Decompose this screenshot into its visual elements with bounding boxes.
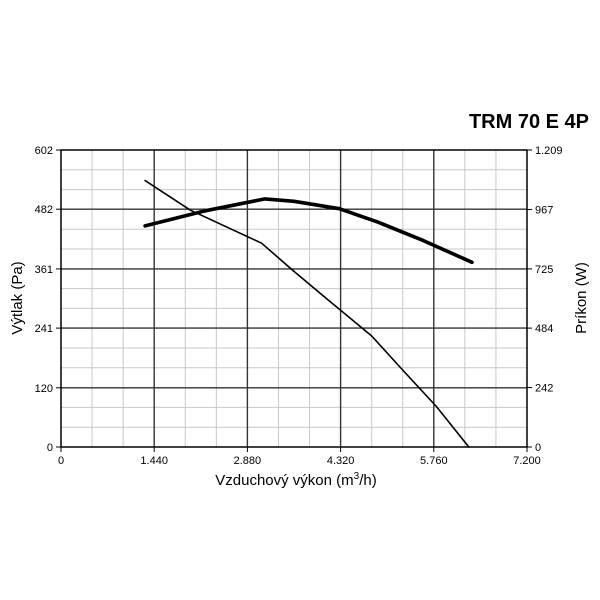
y-right-tick-label: 242 bbox=[535, 383, 553, 395]
x-tick-label: 5.760 bbox=[420, 455, 448, 467]
x-axis-label-main: Vzduchový výkon (m bbox=[215, 472, 353, 489]
x-tick-label: 1.440 bbox=[140, 455, 168, 467]
chart-title: TRM 70 E 4P bbox=[469, 111, 589, 133]
y-right-axis-ticks: 0 242 484 725 967 1.209 bbox=[527, 145, 563, 454]
y-right-axis-label: Príkon (W) bbox=[573, 262, 590, 334]
y-right-tick-label: 725 bbox=[535, 264, 553, 276]
series-line-pressure bbox=[144, 179, 470, 448]
y-left-tick-label: 120 bbox=[35, 383, 53, 395]
x-axis-label: Vzduchový výkon (m3/h) bbox=[215, 471, 376, 489]
x-axis-label-end: /h) bbox=[359, 472, 377, 489]
y-right-tick-label: 484 bbox=[535, 323, 553, 335]
x-axis-label-sup: 3 bbox=[354, 471, 360, 482]
y-left-tick-label: 602 bbox=[35, 145, 53, 157]
y-left-tick-label: 0 bbox=[47, 442, 53, 454]
series-layer bbox=[143, 179, 474, 448]
grid-minor bbox=[61, 150, 527, 447]
y-left-tick-label: 361 bbox=[35, 264, 53, 276]
x-tick-label: 4.320 bbox=[327, 455, 355, 467]
y-right-tick-label: 0 bbox=[535, 442, 541, 454]
y-left-tick-label: 241 bbox=[35, 323, 53, 335]
y-right-tick-label: 967 bbox=[535, 204, 553, 216]
x-axis-ticks: 0 1.440 2.880 4.320 5.760 7.200 bbox=[58, 447, 541, 467]
y-left-axis-label: Výtlak (Pa) bbox=[9, 261, 26, 334]
x-tick-label: 2.880 bbox=[234, 455, 262, 467]
series-line-power bbox=[143, 197, 474, 265]
x-tick-label: 0 bbox=[58, 455, 64, 467]
y-right-tick-label: 1.209 bbox=[535, 145, 563, 157]
x-tick-label: 7.200 bbox=[513, 455, 541, 467]
y-left-axis-ticks: 0 120 241 361 482 602 bbox=[35, 145, 61, 454]
y-left-tick-label: 482 bbox=[35, 204, 53, 216]
plot-frame bbox=[60, 149, 528, 448]
grid-major bbox=[61, 150, 527, 447]
